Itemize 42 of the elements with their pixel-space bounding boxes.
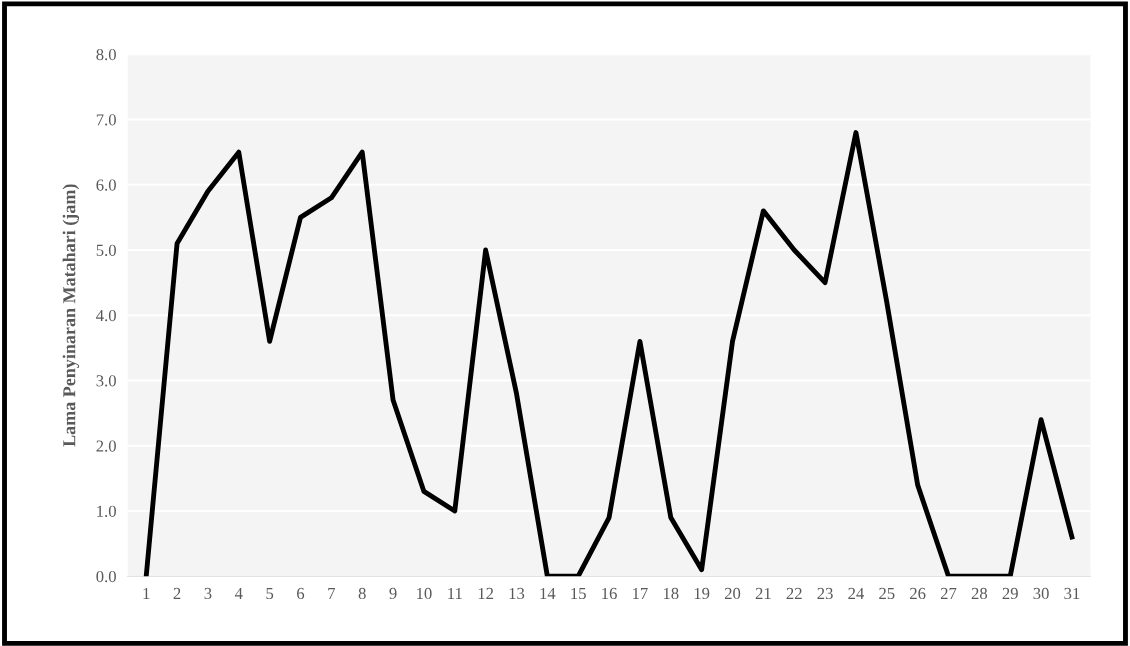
x-tick-label: 27 xyxy=(940,587,957,599)
x-tick-label: 31 xyxy=(1064,587,1080,600)
x-tick-label: 15 xyxy=(571,587,586,600)
x-tick-label: 3 xyxy=(204,587,212,600)
x-tick-label: 6 xyxy=(297,587,305,600)
x-tick-label: 23 xyxy=(817,587,833,600)
x-tick-label: 7 xyxy=(328,587,336,599)
x-tick-label: 18 xyxy=(663,587,679,600)
x-tick-label: 19 xyxy=(694,587,710,600)
y-tick-label: 8.0 xyxy=(96,48,116,61)
x-tick-label: 13 xyxy=(509,587,525,600)
y-tick-label: 6.0 xyxy=(96,179,116,191)
line-series xyxy=(143,130,1075,577)
x-tick-label: 5 xyxy=(266,587,274,600)
x-tick-label: 9 xyxy=(389,587,397,600)
x-tick-label: 14 xyxy=(540,587,556,599)
y-tick-label: 2.0 xyxy=(96,440,116,452)
x-tick-label: 22 xyxy=(786,587,802,599)
x-tick-label: 26 xyxy=(910,587,926,600)
y-tick-label: 0.0 xyxy=(96,570,116,583)
x-tick-label: 16 xyxy=(602,587,617,600)
x-tick-label: 30 xyxy=(1033,587,1049,600)
x-tick-label: 24 xyxy=(848,587,864,599)
y-tick-label: 7.0 xyxy=(96,114,116,126)
x-tick-label: 20 xyxy=(724,587,741,600)
x-tick-label: 21 xyxy=(755,587,771,599)
y-tick-label: 4.0 xyxy=(96,309,116,322)
x-tick-label: 4 xyxy=(234,587,243,599)
x-tick-label: 25 xyxy=(879,587,895,600)
x-tick-label: 11 xyxy=(448,587,462,599)
x-tick-label: 1 xyxy=(143,587,150,599)
y-tick-label: 1.0 xyxy=(97,505,116,518)
y-tick-label: 3.0 xyxy=(96,375,116,387)
x-tick-label: 8 xyxy=(358,587,366,600)
x-tick-label: 10 xyxy=(417,587,432,600)
x-tick-label: 17 xyxy=(633,587,648,599)
x-tick-label: 29 xyxy=(1002,587,1018,600)
x-tick-label: 12 xyxy=(478,587,494,599)
y-tick-label: 5.0 xyxy=(96,244,116,257)
x-tick-label: 28 xyxy=(971,587,988,600)
y-axis-title: Lama Penyinaran Matahari (jam) xyxy=(62,184,80,447)
x-tick-label: 2 xyxy=(173,587,181,599)
